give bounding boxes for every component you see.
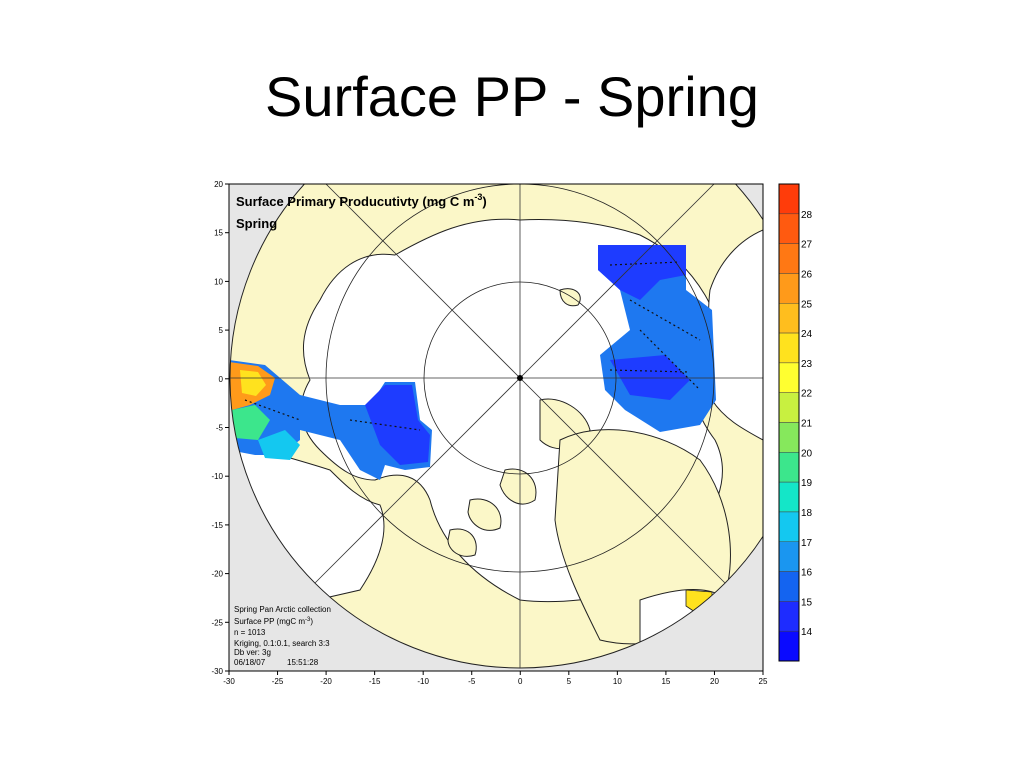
x-tick-label: -5 [468, 677, 476, 686]
y-tick-label: 0 [219, 375, 224, 384]
map-title: Surface Primary Producutivty (mg C m-3) [236, 192, 487, 209]
colorbar-label: 20 [801, 448, 813, 459]
x-tick-label: -15 [369, 677, 381, 686]
y-tick-label: -20 [211, 570, 223, 579]
colorbar [778, 183, 800, 662]
colorbar-swatch [778, 571, 800, 602]
colorbar-swatch [778, 303, 800, 334]
info-line-3: n = 1013 [234, 628, 266, 637]
north-pole-marker [517, 375, 523, 381]
info-time: 15:51:28 [287, 658, 319, 667]
colorbar-label: 14 [801, 627, 813, 638]
colorbar-label: 17 [801, 538, 813, 549]
y-tick-label: -15 [211, 521, 223, 530]
colorbar-label: 28 [801, 210, 813, 221]
y-tick-label: 10 [214, 277, 223, 286]
y-tick-label: 20 [214, 180, 223, 189]
pp-field-barents-core [610, 355, 690, 400]
colorbar-label: 18 [801, 508, 813, 519]
info-line-4: Kriging, 0.1:0.1, search 3:3 [234, 639, 330, 648]
x-tick-label: -20 [320, 677, 332, 686]
map-subtitle: Spring [236, 216, 277, 231]
pp-field-chukchi-deep [365, 385, 430, 465]
colorbar-swatch [778, 332, 800, 364]
colorbar-label: 27 [801, 240, 813, 251]
colorbar-swatch [778, 601, 800, 632]
slide-title: Surface PP - Spring [265, 65, 759, 128]
colorbar-swatch [778, 273, 800, 304]
x-tick-label: 25 [759, 677, 768, 686]
colorbar-swatch [778, 630, 800, 662]
colorbar-swatch [778, 213, 800, 244]
colorbar-label: 19 [801, 478, 813, 489]
colorbar-swatch [778, 511, 800, 542]
colorbar-label: 25 [801, 299, 813, 310]
info-date: 06/18/07 [234, 658, 266, 667]
colorbar-swatch [778, 541, 800, 572]
pp-field-bering-cyan [258, 430, 300, 460]
y-tick-label: 15 [214, 229, 223, 238]
colorbar-frame [778, 183, 800, 662]
info-block: Spring Pan Arctic collection Surface PP … [234, 605, 331, 667]
colorbar-label: 21 [801, 419, 813, 430]
colorbar-swatch [778, 392, 800, 423]
colorbar-swatch [778, 243, 800, 274]
colorbar-swatch [778, 183, 800, 215]
colorbar-label: 16 [801, 568, 813, 579]
colorbar-label: 22 [801, 389, 813, 400]
info-line-5: Db ver: 3g [234, 648, 271, 657]
x-tick-label: -30 [223, 677, 235, 686]
colorbar-label: 23 [801, 359, 813, 370]
sample-tracks [244, 261, 701, 431]
y-tick-label: -30 [211, 667, 223, 676]
colorbar-swatch [778, 362, 800, 393]
y-axis-ticks: 20 15 10 5 0 -5 -10 -15 -20 -25 -30 [211, 180, 229, 676]
info-line-2: Surface PP (mgC m-3) [234, 617, 313, 626]
colorbar-swatch [778, 481, 800, 513]
colorbar-labels: 28 27 26 25 24 23 22 21 20 19 18 17 16 15 14 [801, 210, 813, 638]
x-tick-label: 0 [518, 677, 523, 686]
pp-field-barents-deep [598, 245, 686, 300]
info-line-1: Spring Pan Arctic collection [234, 605, 331, 614]
colorbar-swatch [778, 422, 800, 453]
colorbar-label: 26 [801, 269, 813, 280]
pp-field-bering-green [232, 405, 270, 440]
colorbar-label: 24 [801, 329, 813, 340]
x-tick-label: 10 [613, 677, 622, 686]
colorbar-label: 15 [801, 597, 813, 608]
x-tick-label: -25 [272, 677, 284, 686]
pp-field-bering-warm [240, 370, 266, 396]
x-tick-label: 15 [661, 677, 670, 686]
y-tick-label: -10 [211, 472, 223, 481]
y-tick-label: -25 [211, 618, 223, 627]
y-tick-label: 5 [219, 326, 224, 335]
colorbar-swatch [778, 452, 800, 483]
x-axis-ticks: -30 -25 -20 -15 -10 -5 0 5 10 15 20 25 [223, 671, 768, 686]
y-tick-label: -5 [216, 424, 224, 433]
x-tick-label: 20 [710, 677, 719, 686]
x-tick-label: -10 [417, 677, 429, 686]
x-tick-label: 5 [567, 677, 572, 686]
